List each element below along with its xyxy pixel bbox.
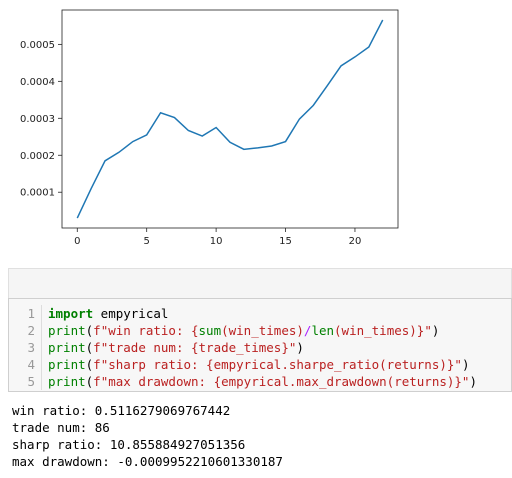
output-line: sharp ratio: 10.855884927051356	[12, 437, 246, 452]
x-tick-label: 15	[279, 236, 292, 247]
code-line[interactable]: 1 import empyrical	[9, 305, 168, 322]
code-text: print(f"trade num: {trade_times}")	[48, 340, 304, 355]
line-number: 4	[9, 356, 42, 373]
line-number: 1	[9, 305, 42, 322]
y-axis: 0.0001 0.0002 0.0003 0.0004 0.0005	[20, 40, 62, 199]
code-line[interactable]: 5 print(f"max drawdown: {empyrical.max_dr…	[9, 373, 477, 390]
y-tick-label: 0.0003	[20, 114, 55, 125]
output-line: trade num: 86	[12, 420, 110, 435]
code-text: print(f"win ratio: {sum(win_times)/len(w…	[48, 323, 440, 338]
x-tick-label: 10	[210, 236, 223, 247]
code-line[interactable]: 3 print(f"trade num: {trade_times}")	[9, 339, 304, 356]
output-line: win ratio: 0.5116279069767442	[12, 403, 231, 418]
code-text: print(f"sharp ratio: {empyrical.sharpe_r…	[48, 357, 470, 372]
line-number: 3	[9, 339, 42, 356]
plot-frame	[61, 9, 399, 229]
series-line	[76, 19, 384, 219]
cell-output: win ratio: 0.5116279069767442 trade num:…	[12, 402, 283, 470]
line-chart: 0 5 10 15 20 0.0001 0.0002 0.0003 0.0004 0.0005	[20, 9, 399, 247]
line-number: 2	[9, 322, 42, 339]
code-line[interactable]: 4 print(f"sharp ratio: {empyrical.sharpe_…	[9, 356, 469, 373]
x-tick-label: 20	[349, 236, 362, 247]
line-number: 5	[9, 373, 42, 390]
x-axis: 0 5 10 15 20	[74, 228, 361, 247]
x-tick-label: 0	[74, 236, 80, 247]
code-text: import empyrical	[48, 306, 169, 321]
x-tick-label: 5	[144, 236, 150, 247]
y-tick-label: 0.0002	[20, 151, 55, 162]
y-tick-label: 0.0004	[20, 77, 55, 88]
code-line[interactable]: 2 print(f"win ratio: {sum(win_times)/len(…	[9, 322, 439, 339]
code-text: print(f"max drawdown: {empyrical.max_dra…	[48, 374, 477, 389]
y-tick-label: 0.0001	[20, 188, 55, 199]
cell-toolbar	[8, 268, 512, 298]
output-line: max drawdown: -0.0009952210601330187	[12, 454, 283, 469]
y-tick-label: 0.0005	[20, 40, 55, 51]
code-cell[interactable]: 1 import empyrical 2 print(f"win ratio: {su…	[8, 298, 512, 392]
